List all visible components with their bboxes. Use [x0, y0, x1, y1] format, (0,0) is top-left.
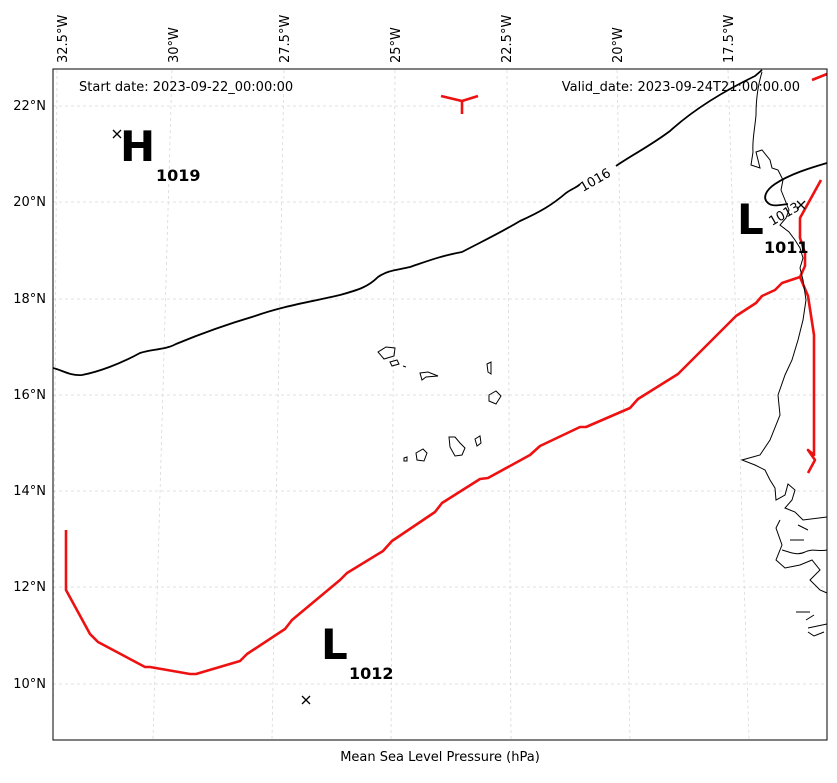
high-pressure-letter: H: [120, 122, 155, 171]
island-maio: [474, 435, 482, 447]
storm-track-top: [440, 94, 479, 114]
lat-tick-label: 10°N: [13, 677, 46, 692]
storm-track-corner: [811, 72, 828, 82]
island-sal: [486, 361, 492, 375]
isobar-1016: [52, 69, 763, 376]
lon-tick-label: 25°W: [389, 27, 404, 63]
x-axis-label: Mean Sea Level Pressure (hPa): [340, 750, 540, 765]
island-santa-luzia: [402, 365, 407, 368]
cape-verde-islands: [377, 346, 502, 462]
lon-tick-label: 22.5°W: [500, 15, 515, 63]
gridline-lon-20: [616, 69, 631, 741]
island-sao-vicente: [389, 359, 400, 367]
lon-tick-label: 17.5°W: [722, 15, 737, 63]
storm-track: [64, 179, 823, 676]
island-sao-nicolau: [419, 371, 439, 381]
high-center-marker-icon: [112, 129, 122, 139]
isobar-1016-label: 1016: [578, 166, 614, 196]
map-frame: [52, 68, 828, 741]
lon-tick-label: 30°W: [167, 27, 182, 63]
isobar-coastal: [764, 162, 828, 207]
gridline-lon-27-5: [271, 69, 285, 741]
lat-tick-label: 12°N: [13, 580, 46, 595]
low-pressure-letter: L: [321, 620, 348, 669]
low-center-marker-icon: [301, 695, 311, 705]
island-brava: [403, 456, 408, 462]
lat-tick-label: 22°N: [13, 99, 46, 114]
low-pressure-letter: L: [737, 195, 764, 244]
latitude-axis: 22°N 20°N 18°N 16°N 14°N 12°N 10°N: [13, 99, 46, 692]
lat-tick-label: 20°N: [13, 195, 46, 210]
coast-detail-senegal: [781, 524, 828, 555]
gridline-lon-32-5: [52, 69, 58, 741]
low-center-marker-icon: [796, 200, 806, 210]
lat-tick-label: 16°N: [13, 388, 46, 403]
longitude-axis: 32.5°W 30°W 27.5°W 25°W 22.5°W 20°W 17.5…: [56, 15, 737, 63]
lat-tick-label: 14°N: [13, 484, 46, 499]
valid-date-label: Valid_date: 2023-09-24T21:00:00.00: [562, 80, 800, 95]
gridline-lon-17-5: [727, 69, 750, 741]
island-fogo: [415, 448, 428, 462]
center-markers: [112, 129, 806, 705]
lat-tick-label: 18°N: [13, 292, 46, 307]
gridline-lon-30: [152, 69, 173, 741]
start-date-label: Start date: 2023-09-22_00:00:00: [79, 80, 293, 95]
island-boa-vista: [488, 390, 502, 405]
storm-track-east: [798, 276, 817, 474]
lon-tick-label: 27.5°W: [278, 15, 293, 63]
gridline-lon-22-5: [506, 69, 512, 741]
african-coastline: [740, 71, 828, 637]
gridline-lon-25: [390, 69, 396, 741]
island-santo-antao: [377, 346, 396, 360]
low-pressure-value: 1011: [764, 238, 809, 257]
lon-tick-label: 32.5°W: [56, 15, 71, 63]
low-pressure-value: 1012: [349, 664, 394, 683]
high-pressure-value: 1019: [156, 166, 201, 185]
lon-tick-label: 20°W: [611, 27, 626, 63]
graticule: [52, 69, 827, 741]
island-santiago: [448, 436, 466, 457]
